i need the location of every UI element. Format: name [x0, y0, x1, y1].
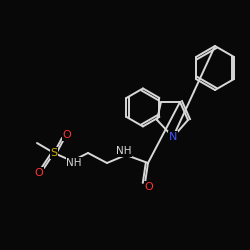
Text: O: O: [62, 130, 72, 140]
Text: S: S: [50, 148, 58, 158]
Text: O: O: [34, 168, 43, 178]
Text: O: O: [144, 182, 154, 192]
Text: NH: NH: [66, 158, 82, 168]
Text: N: N: [169, 132, 177, 142]
Text: NH: NH: [116, 146, 132, 156]
